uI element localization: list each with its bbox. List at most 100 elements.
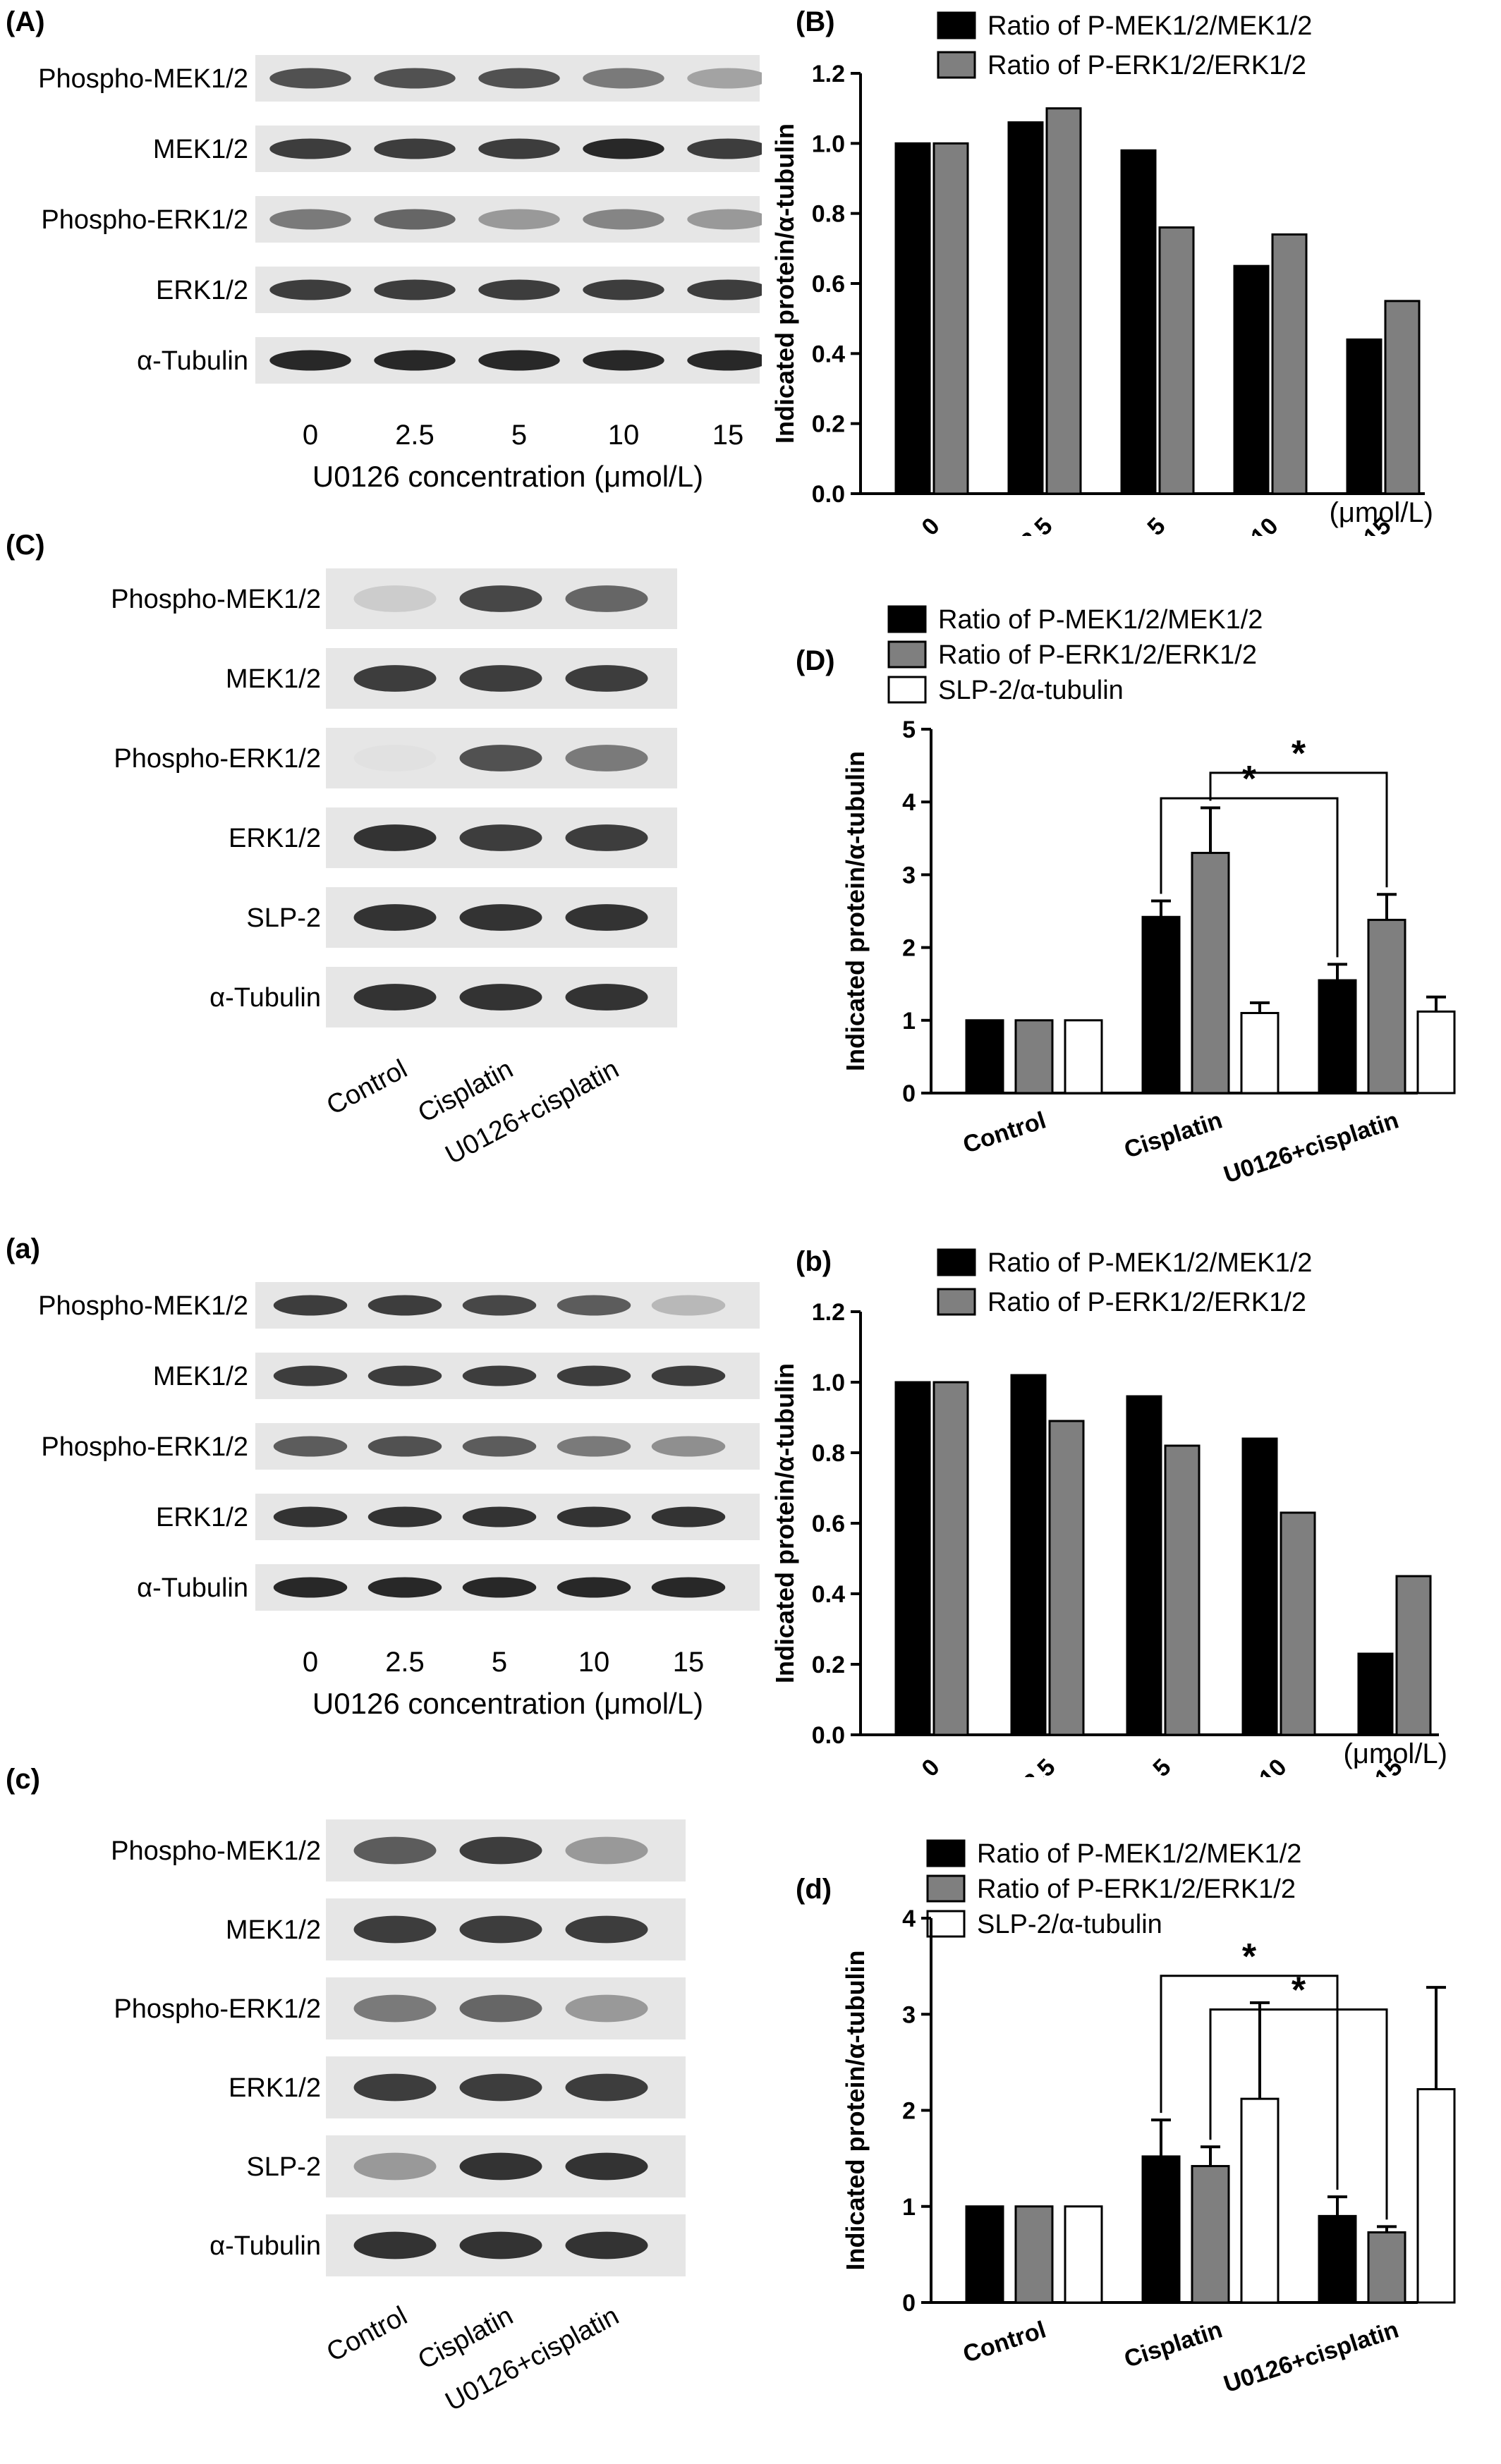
blot-band — [565, 665, 648, 692]
y-axis-label: Indicated protein/α-tubulin — [841, 751, 870, 1071]
blot-panel-C: (C) Phospho-MEK1/2 MEK1/2 Phospho-ERK1/2 ERK… — [6, 530, 677, 1164]
blot-x-axis-label: U0126 concentration (μmol/L) — [312, 1687, 703, 1720]
blot-band — [353, 824, 437, 851]
blot-row-label-erk1-2: ERK1/2 — [229, 2073, 321, 2103]
legend-swatch-ratio-of-p-mek1-2-mek1-2 — [926, 1839, 966, 1867]
blot-band — [651, 1295, 726, 1316]
panel-label: (d) — [796, 1874, 832, 1905]
chart-panel-B: (B) Ratio of P-MEK1/2/MEK1/2 Ratio of P-ER… — [770, 6, 1433, 536]
blot-panel-c: (c) Phospho-MEK1/2 MEK1/2 Phospho-ERK1/2 ERK… — [6, 1764, 686, 2417]
blot-band — [459, 904, 542, 931]
blot-band — [462, 1506, 537, 1527]
bar-slp-2-tubulin-control — [1064, 1019, 1103, 1094]
bar-slp-2-tubulin-u0126-cisplatin — [1416, 2088, 1456, 2304]
panel-label: (C) — [6, 530, 45, 561]
blot-band — [459, 2152, 542, 2181]
blot-band — [651, 1506, 726, 1527]
y-tick-label: 0.0 — [812, 1722, 845, 1749]
bar-ratio-of-p-erk1-2-erk1-2-cisplatin — [1191, 851, 1230, 1094]
y-tick-label: 0.4 — [812, 1581, 845, 1608]
blot-x-axis-label: U0126 concentration (μmol/L) — [312, 460, 703, 493]
bar-ratio-of-p-mek1-2-mek1-2-10 — [1241, 1437, 1278, 1736]
bar-ratio-of-p-erk1-2-erk1-2-0 — [932, 142, 969, 495]
blot-row-label-tubulin: α-Tubulin — [137, 1573, 248, 1603]
blot-band — [273, 1365, 348, 1386]
blot-band — [557, 1506, 631, 1527]
blot-band — [459, 1994, 542, 2023]
y-tick-label: 1 — [902, 2194, 916, 2221]
blot-row-label-erk1-2: ERK1/2 — [156, 276, 248, 305]
bar-slp-2-tubulin-u0126-cisplatin — [1416, 1010, 1456, 1094]
blot-band — [651, 1365, 726, 1386]
blot-band — [583, 209, 664, 230]
blot-band — [353, 665, 437, 692]
bar-slp-2-tubulin-cisplatin — [1240, 2097, 1280, 2304]
blot-band — [374, 138, 456, 159]
bar-ratio-of-p-mek1-2-mek1-2-0 — [894, 1381, 931, 1736]
y-tick-label: 1.2 — [812, 1299, 845, 1326]
lane-label: U0126+cisplatin — [441, 1054, 624, 1164]
y-tick-label: 4 — [902, 1905, 916, 1932]
blot-band — [651, 1436, 726, 1457]
blot-band — [565, 1915, 648, 1944]
bar-ratio-of-p-mek1-2-mek1-2-u0126-cisplatin — [1318, 979, 1357, 1094]
bar-ratio-of-p-erk1-2-erk1-2-2-5 — [1045, 107, 1082, 495]
bar-ratio-of-p-erk1-2-erk1-2-5 — [1158, 226, 1195, 495]
y-tick-label: 0.8 — [812, 1440, 845, 1467]
blot-band — [687, 279, 762, 300]
blot-row-label-phospho-mek1-2: Phospho-MEK1/2 — [38, 1291, 248, 1321]
bar-ratio-of-p-erk1-2-erk1-2-15 — [1384, 300, 1421, 495]
blot-band — [565, 824, 648, 851]
legend-swatch-ratio-of-p-mek1-2-mek1-2 — [887, 605, 927, 633]
chart-panel-b: (b) Ratio of P-MEK1/2/MEK1/2 Ratio of P-ER… — [770, 1246, 1447, 1777]
legend-label-ratio-of-p-mek1-2-mek1-2: Ratio of P-MEK1/2/MEK1/2 — [988, 11, 1312, 41]
y-tick-label: 0.6 — [812, 1511, 845, 1537]
blot-row-label-tubulin: α-Tubulin — [137, 346, 248, 376]
blot-band — [353, 904, 437, 931]
blot-band — [459, 984, 542, 1011]
blot-row-label-phospho-mek1-2: Phospho-MEK1/2 — [111, 1836, 321, 1866]
y-tick-label: 1.0 — [812, 130, 845, 157]
lane-label: 2.5 — [385, 1647, 425, 1678]
blot-band — [459, 745, 542, 771]
bar-ratio-of-p-erk1-2-erk1-2-control — [1014, 2205, 1054, 2304]
blot-band — [583, 279, 664, 300]
y-axis-label: Indicated protein/α-tubulin — [770, 1363, 799, 1683]
bar-ratio-of-p-erk1-2-erk1-2-cisplatin — [1191, 2165, 1230, 2304]
blot-band — [565, 2073, 648, 2102]
blot-row-label-tubulin: α-Tubulin — [209, 2231, 321, 2261]
blot-band — [374, 350, 456, 371]
blot-row-label-erk1-2: ERK1/2 — [229, 824, 321, 853]
blot-band — [557, 1365, 631, 1386]
y-tick-label: 3 — [902, 862, 916, 889]
panel-label: (a) — [6, 1233, 40, 1264]
bar-ratio-of-p-mek1-2-mek1-2-control — [965, 2205, 1004, 2304]
x-tick-label: U0126+cisplatin — [1220, 2316, 1402, 2398]
blot-band — [353, 2073, 437, 2102]
blot-band — [459, 1915, 542, 1944]
legend-swatch-ratio-of-p-mek1-2-mek1-2 — [937, 11, 976, 39]
legend-swatch-slp-2-tubulin — [926, 1910, 966, 1938]
y-tick-label: 2 — [902, 935, 916, 962]
significance-marker: * — [1242, 1937, 1257, 1977]
blot-band — [353, 2231, 437, 2259]
blot-band — [367, 1436, 442, 1457]
blot-row-label-erk1-2: ERK1/2 — [156, 1503, 248, 1532]
legend-swatch-ratio-of-p-erk1-2-erk1-2 — [926, 1874, 966, 1903]
blot-band — [269, 138, 351, 159]
y-tick-label: 1.0 — [812, 1370, 845, 1396]
significance-bracket — [1160, 1975, 1339, 2190]
bar-ratio-of-p-mek1-2-mek1-2-cisplatin — [1141, 915, 1181, 1094]
blot-band — [459, 2231, 542, 2259]
x-tick-label: Control — [960, 2316, 1050, 2367]
blot-band — [459, 585, 542, 612]
y-tick-label: 3 — [902, 2001, 916, 2028]
legend-swatch-ratio-of-p-erk1-2-erk1-2 — [887, 640, 927, 669]
blot-band — [374, 68, 456, 89]
bar-ratio-of-p-mek1-2-mek1-2-u0126-cisplatin — [1318, 2214, 1357, 2304]
legend-label-ratio-of-p-erk1-2-erk1-2: Ratio of P-ERK1/2/ERK1/2 — [988, 51, 1306, 80]
blot-band — [478, 350, 560, 371]
bar-ratio-of-p-erk1-2-erk1-2-15 — [1395, 1575, 1432, 1736]
lane-label: 0 — [303, 420, 318, 451]
blot-row-label-slp-2: SLP-2 — [246, 903, 321, 933]
